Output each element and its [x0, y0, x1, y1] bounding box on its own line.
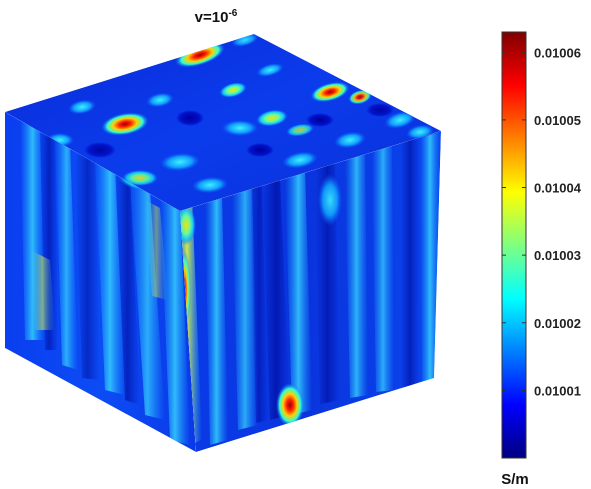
texture-blob — [256, 63, 284, 77]
texture-streak — [250, 183, 268, 423]
colorbar-gradient — [501, 31, 527, 459]
texture-streak — [232, 185, 258, 430]
texture-blob — [146, 92, 174, 108]
texture-streak — [95, 155, 125, 395]
colorbar-tick-label: 0.01001 — [534, 383, 581, 398]
texture-blob — [256, 109, 288, 127]
texture-blob — [318, 174, 342, 226]
texture-blob — [306, 113, 334, 127]
texture-blob — [222, 120, 258, 136]
texture-blob — [176, 110, 204, 126]
texture-blob — [286, 123, 314, 137]
texture-streak — [400, 138, 420, 388]
cube-top-face — [5, 34, 441, 211]
cube-right-face — [180, 131, 441, 452]
texture-streak — [205, 195, 228, 445]
colorbar-tick-label: 0.01006 — [534, 45, 581, 60]
texture-streak — [262, 175, 290, 420]
texture-blob — [366, 103, 394, 117]
texture-streak — [30, 250, 55, 330]
texture-streak — [345, 152, 368, 398]
texture-streak — [75, 145, 100, 380]
texture-blob — [276, 383, 304, 427]
colorbar-tick-label: 0.01004 — [534, 181, 582, 196]
texture-blob — [84, 142, 116, 158]
texture-blob — [160, 152, 200, 172]
texture-blob — [282, 151, 318, 169]
texture-blob — [219, 82, 247, 98]
texture-blob — [101, 112, 149, 136]
texture-streak — [372, 145, 394, 392]
texture-blob — [310, 81, 350, 103]
texture-streak — [115, 165, 140, 405]
texture-streak — [160, 195, 190, 445]
texture-streak — [420, 132, 440, 382]
cube-left-face — [5, 112, 196, 452]
texture-blob — [348, 89, 372, 105]
colorbar-unit-label: S/m — [501, 471, 529, 488]
volume-cube — [5, 34, 441, 452]
texture-blob — [175, 42, 225, 68]
texture-blob — [68, 99, 96, 115]
texture-blob — [384, 111, 416, 129]
chart-title: v=10-6 — [195, 8, 238, 26]
colorbar-tick-label: 0.01002 — [534, 316, 581, 331]
texture-blob — [122, 170, 158, 186]
texture-streak — [55, 135, 78, 370]
texture-blob — [192, 176, 228, 194]
texture-blob — [246, 143, 274, 157]
texture-streak — [285, 168, 312, 415]
texture-streak — [130, 180, 165, 420]
texture-streak — [145, 200, 168, 300]
colorbar-tick-label: 0.01005 — [534, 113, 581, 128]
colorbar-tick-label: 0.01003 — [534, 248, 581, 263]
texture-blob — [334, 131, 366, 149]
colorbar: 0.01001 0.01002 0.01003 0.01004 0.01005 0.010… — [501, 31, 582, 488]
colorbar-ticks: 0.01001 0.01002 0.01003 0.01004 0.01005 0.010… — [502, 45, 582, 398]
